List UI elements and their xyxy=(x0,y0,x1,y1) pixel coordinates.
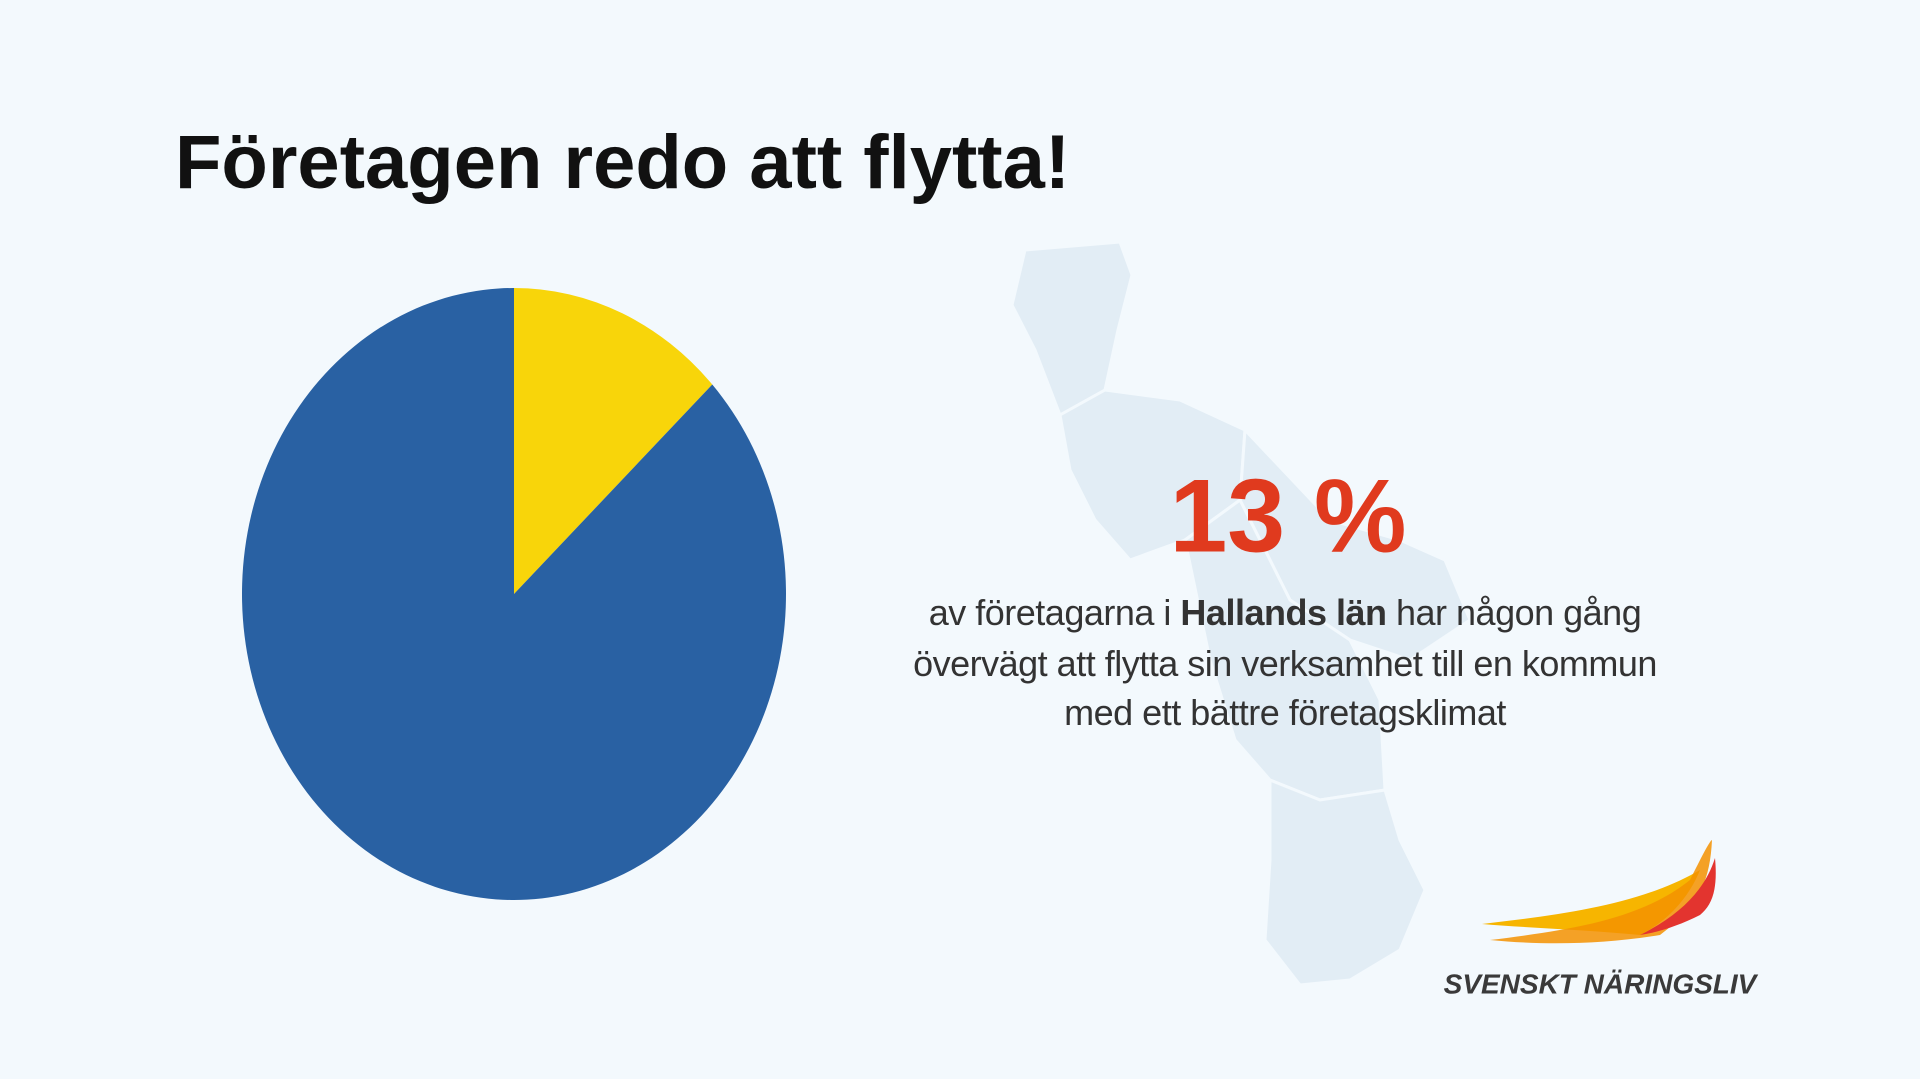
value-label: 13 % xyxy=(1169,458,1406,574)
description-line: av företagarna i Hallands län har någon … xyxy=(820,592,1750,634)
logo: SVENSKT NÄRINGSLIV xyxy=(1444,840,1759,999)
map-background xyxy=(1010,240,1472,987)
pie-slice xyxy=(241,288,786,900)
logo-wing xyxy=(1490,840,1712,944)
chart-title: Företagen redo att flytta! xyxy=(175,120,1070,205)
description-bold: Hallands län xyxy=(1180,592,1387,633)
pie-slice xyxy=(514,288,713,594)
logo-text: SVENSKT NÄRINGSLIV xyxy=(1444,968,1759,999)
description-line: övervägt att flytta sin verksamhet till … xyxy=(913,643,1657,684)
description-text: av företagarna i xyxy=(928,592,1172,633)
logo-wing xyxy=(1640,858,1716,935)
description-text: har någon gång xyxy=(1396,592,1642,633)
description-line: med ett bättre företagsklimat xyxy=(1064,692,1506,733)
